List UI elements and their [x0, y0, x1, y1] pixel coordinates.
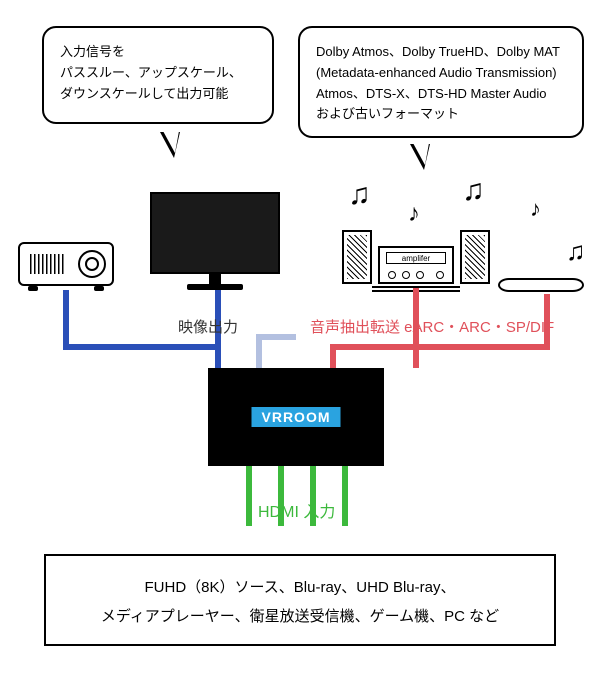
- music-note-icon: ♫: [566, 236, 586, 267]
- hdmi-wire: [342, 466, 348, 526]
- audio-wire: [330, 344, 550, 350]
- bubble-audio: Dolby Atmos、Dolby TrueHD、Dolby MAT (Metad…: [298, 26, 584, 138]
- projector-foot: [94, 286, 104, 291]
- video-wire: [256, 334, 296, 340]
- music-note-icon: ♪: [408, 200, 420, 228]
- bubble-line: および古いフォーマット: [316, 106, 459, 121]
- vrroom-hub: VRROOM: [208, 368, 384, 466]
- sources-box: FUHD（8K）ソース、Blu-ray、UHD Blu-ray、メディアプレーヤ…: [44, 554, 556, 646]
- amplifier-label: amplifer: [386, 252, 446, 264]
- projector-lens-icon: [78, 250, 106, 278]
- bubble-video-tail: [160, 132, 180, 158]
- projector-icon: [18, 242, 114, 286]
- music-note-icon: ♫: [348, 178, 371, 212]
- monitor-stand: [209, 274, 221, 284]
- sources-line: メディアプレーヤー、衛星放送受信機、ゲーム機、PC など: [101, 608, 499, 625]
- projector-foot: [28, 286, 38, 291]
- music-note-icon: ♫: [462, 174, 485, 208]
- music-note-icon: ♪: [530, 196, 541, 222]
- vrroom-hub-label: VRROOM: [252, 407, 341, 427]
- soundbar-icon: [498, 278, 584, 292]
- bubble-line: Dolby Atmos、Dolby TrueHD、Dolby MAT: [316, 44, 560, 59]
- bubble-line: ダウンスケールして出力可能: [60, 86, 228, 101]
- speaker-left-icon: [342, 230, 372, 284]
- video-wire: [63, 290, 69, 350]
- bubble-line: Atmos、DTS-X、DTS-HD Master Audio: [316, 86, 546, 101]
- monitor-icon: [150, 192, 280, 274]
- bubble-line: 入力信号を: [60, 44, 125, 59]
- bubble-line: パススルー、アップスケール、: [60, 65, 242, 80]
- audio-wire: [330, 344, 336, 368]
- video-wire: [63, 344, 221, 350]
- audio-out-label: 音声抽出転送 eARC・ARC・SP/DIF: [310, 316, 554, 337]
- bubble-video: 入力信号をパススルー、アップスケール、ダウンスケールして出力可能: [42, 26, 274, 124]
- hdmi-in-label: HDMI 入力: [258, 498, 335, 522]
- projector-vent: [30, 254, 66, 274]
- speaker-right-icon: [460, 230, 490, 284]
- bubble-line: (Metadata-enhanced Audio Transmission): [316, 65, 557, 80]
- video-out-label: 映像出力: [178, 316, 238, 337]
- sources-line: FUHD（8K）ソース、Blu-ray、UHD Blu-ray、: [145, 579, 456, 596]
- amplifier-icon: amplifer: [378, 246, 454, 284]
- hdmi-wire: [246, 466, 252, 526]
- bubble-audio-tail: [410, 144, 430, 170]
